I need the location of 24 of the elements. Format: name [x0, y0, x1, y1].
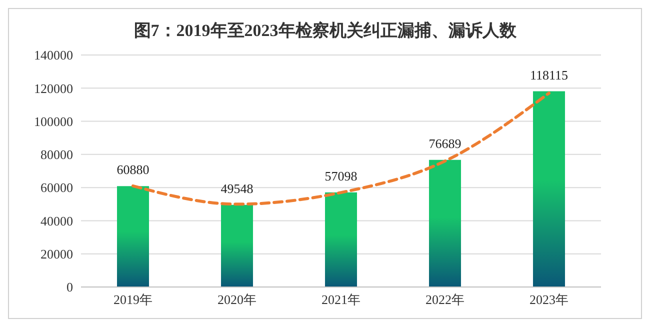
x-tick-label: 2020年	[218, 292, 256, 308]
bar	[221, 204, 253, 287]
data-label: 118115	[530, 67, 568, 82]
y-tick-label: 20000	[40, 246, 73, 262]
x-tick-label: 2019年	[114, 292, 152, 308]
y-tick-label: 140000	[34, 48, 73, 63]
x-tick-label: 2021年	[322, 292, 360, 308]
x-tick-label: 2022年	[426, 292, 464, 308]
data-label: 60880	[116, 162, 150, 178]
y-tick-label: 40000	[40, 213, 73, 228]
bar	[117, 186, 149, 287]
y-tick-label: 120000	[34, 80, 73, 96]
bar	[429, 160, 461, 287]
bar	[533, 91, 565, 287]
bar	[325, 192, 357, 287]
y-tick-label: 80000	[40, 147, 73, 162]
data-label: 57098	[324, 168, 358, 184]
y-tick-label: 0	[66, 280, 73, 295]
y-tick-label: 100000	[34, 114, 73, 129]
x-tick-label: 2023年	[530, 292, 568, 308]
y-tick-label: 60000	[40, 180, 73, 196]
data-label: 49548	[220, 180, 254, 196]
data-label: 76689	[428, 136, 462, 151]
chart-title: 图7：2019年至2023年检察机关纠正漏捕、漏诉人数	[132, 20, 518, 42]
